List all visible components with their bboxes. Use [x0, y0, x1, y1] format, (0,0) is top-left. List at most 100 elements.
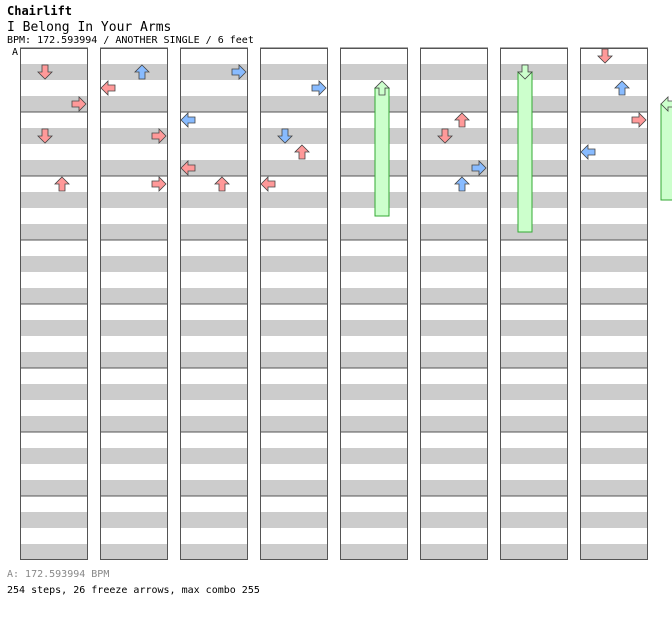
column-border: [580, 48, 648, 560]
beat-band: [500, 96, 568, 112]
beat-band: [20, 96, 88, 112]
beat-band: [340, 448, 408, 464]
beat-band: [20, 192, 88, 208]
step-arrow: [151, 176, 167, 192]
beat-band: [580, 512, 648, 528]
beat-band: [340, 480, 408, 496]
column-border: [20, 48, 88, 560]
beat-band: [180, 160, 248, 176]
beat-band: [340, 64, 408, 80]
beat-band: [180, 448, 248, 464]
beat-band: [500, 128, 568, 144]
beat-band: [500, 416, 568, 432]
beat-band: [420, 96, 488, 112]
beat-band: [260, 64, 328, 80]
beat-band: [340, 352, 408, 368]
freeze-head: [660, 96, 672, 112]
beat-band: [100, 352, 168, 368]
song-title: I Belong In Your Arms: [7, 20, 172, 35]
step-arrow: [260, 176, 276, 192]
beat-band: [20, 64, 88, 80]
beat-band: [500, 320, 568, 336]
beat-band: [100, 288, 168, 304]
beat-band: [500, 448, 568, 464]
step-arrow: [100, 80, 116, 96]
beat-band: [580, 96, 648, 112]
step-arrow: [614, 80, 630, 96]
step-arrow: [277, 128, 293, 144]
step-arrow: [151, 128, 167, 144]
column-border: [260, 48, 328, 560]
beat-band: [580, 64, 648, 80]
beat-band: [20, 352, 88, 368]
beat-band: [260, 96, 328, 112]
beat-band: [100, 512, 168, 528]
freeze-arrow: [374, 87, 390, 217]
beat-band: [180, 224, 248, 240]
step-arrow: [597, 48, 613, 64]
beat-band: [20, 544, 88, 560]
beat-band: [260, 128, 328, 144]
beat-band: [260, 480, 328, 496]
beat-band: [20, 256, 88, 272]
beat-band: [580, 192, 648, 208]
beat-band: [500, 256, 568, 272]
beat-band: [260, 512, 328, 528]
beat-band: [340, 96, 408, 112]
beat-band: [20, 320, 88, 336]
step-stats: 254 steps, 26 freeze arrows, max combo 2…: [7, 585, 260, 596]
beat-band: [500, 352, 568, 368]
beat-band: [260, 288, 328, 304]
beat-band: [20, 480, 88, 496]
beat-band: [580, 384, 648, 400]
beat-band: [340, 288, 408, 304]
beat-band: [20, 512, 88, 528]
beat-band: [340, 224, 408, 240]
beat-band: [340, 128, 408, 144]
beat-band: [100, 224, 168, 240]
beat-band: [420, 416, 488, 432]
beat-band: [20, 416, 88, 432]
beat-band: [420, 64, 488, 80]
step-arrow: [37, 128, 53, 144]
beat-band: [100, 384, 168, 400]
beat-band: [580, 480, 648, 496]
artist-name: Chairlift: [7, 4, 73, 18]
beat-band: [180, 128, 248, 144]
beat-band: [500, 384, 568, 400]
step-arrow: [37, 64, 53, 80]
beat-band: [260, 544, 328, 560]
beat-band: [580, 224, 648, 240]
beat-band: [500, 512, 568, 528]
beat-band: [100, 448, 168, 464]
beat-band: [20, 160, 88, 176]
step-arrow: [437, 128, 453, 144]
beat-band: [420, 512, 488, 528]
beat-band: [340, 512, 408, 528]
beat-band: [420, 320, 488, 336]
beat-band: [500, 224, 568, 240]
beat-band: [100, 96, 168, 112]
step-arrow: [214, 176, 230, 192]
beat-band: [580, 288, 648, 304]
beat-band: [580, 352, 648, 368]
step-arrow: [454, 112, 470, 128]
beat-band: [100, 160, 168, 176]
step-arrow: [311, 80, 327, 96]
column-border: [420, 48, 488, 560]
beat-band: [260, 352, 328, 368]
freeze-arrow: [517, 71, 533, 233]
beat-band: [180, 96, 248, 112]
beat-band: [420, 288, 488, 304]
beat-band: [580, 448, 648, 464]
beat-band: [580, 320, 648, 336]
beat-band: [500, 160, 568, 176]
beat-band: [260, 192, 328, 208]
beat-band: [260, 416, 328, 432]
beat-band: [180, 192, 248, 208]
beat-band: [420, 480, 488, 496]
beat-band: [500, 288, 568, 304]
beat-band: [180, 512, 248, 528]
step-arrow: [471, 160, 487, 176]
